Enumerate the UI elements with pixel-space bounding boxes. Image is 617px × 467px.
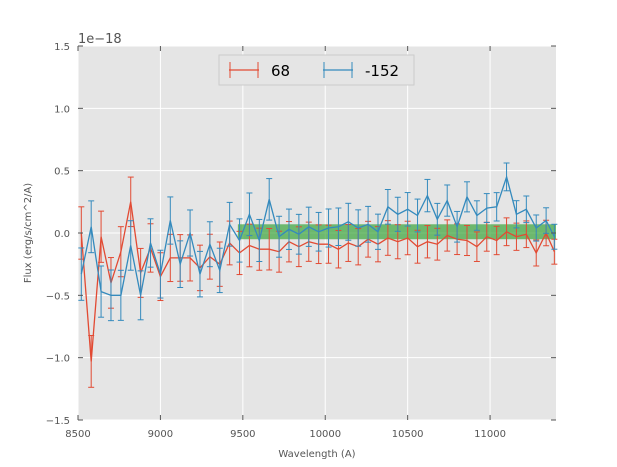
- legend-label: 68: [271, 62, 290, 80]
- series-layer: [78, 162, 558, 388]
- legend-label: -152: [365, 62, 399, 80]
- y-tick-label: 1.5: [54, 42, 70, 53]
- y-offset-label: 1e−18: [78, 32, 122, 47]
- y-tick-label: −1.0: [46, 354, 70, 365]
- legend-items: 68 -152: [229, 62, 399, 80]
- legend: 68 -152: [218, 54, 415, 86]
- axis-ticks: 8500 9000 9500 10000 10500 11000 −1.5 −1.0 −0.5 0…: [46, 42, 556, 440]
- x-tick-label: 9000: [148, 429, 173, 440]
- x-tick-label: 10000: [309, 429, 341, 440]
- y-tick-label: −0.5: [46, 291, 70, 302]
- y-tick-label: 1.0: [54, 104, 70, 115]
- x-axis-label: Wavelength (A): [278, 449, 355, 460]
- y-tick-label: 0.5: [54, 167, 70, 178]
- series-line: [80, 174, 555, 296]
- x-tick-label: 11000: [474, 429, 506, 440]
- x-tick-label: 8500: [65, 429, 90, 440]
- x-tick-label: 10500: [392, 429, 424, 440]
- legend-item-1: 68: [229, 62, 290, 80]
- x-tick-label: 9500: [230, 429, 255, 440]
- y-tick-label: 0.0: [54, 229, 70, 240]
- y-axis-label: Flux (erg/s/cm^2/A): [23, 183, 34, 283]
- y-tick-label: −1.5: [46, 416, 70, 427]
- series-2: [78, 162, 558, 322]
- legend-item-2: -152: [323, 62, 399, 80]
